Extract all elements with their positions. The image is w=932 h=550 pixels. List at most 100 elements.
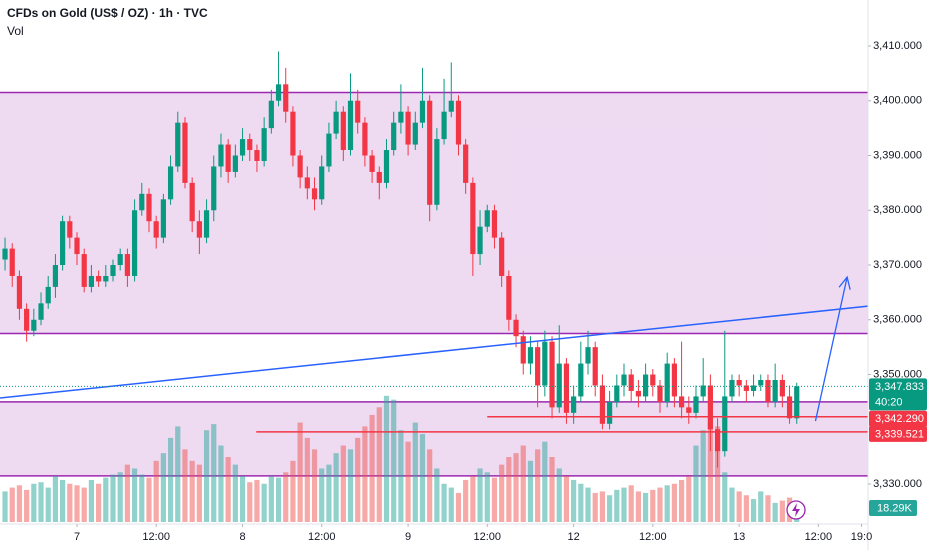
candle-body	[714, 429, 721, 452]
candle-body	[750, 385, 757, 391]
candle-body	[686, 407, 692, 413]
volume-bar	[196, 464, 202, 522]
zone	[0, 92, 868, 334]
candle-body	[412, 122, 418, 145]
countdown: 40:20	[875, 396, 903, 408]
volume-bar	[736, 491, 742, 522]
x-tick-label: 12:00	[805, 531, 833, 543]
volume-bar	[103, 477, 109, 522]
candle-body	[441, 111, 447, 140]
candle-body	[643, 374, 649, 397]
volume-bar	[585, 487, 591, 522]
candle-body	[427, 100, 433, 205]
volume-bar	[434, 468, 440, 522]
volume-bar	[203, 430, 210, 522]
candle-body	[232, 155, 238, 172]
candle-body	[556, 363, 562, 408]
arrow-head	[838, 275, 851, 290]
volume-bar	[714, 426, 721, 522]
volume-bar	[527, 460, 534, 522]
volume-bar	[571, 479, 577, 522]
candle-body	[571, 396, 577, 413]
volume-bar	[167, 437, 174, 522]
volume-bar	[218, 445, 224, 522]
x-tick-label: 12:00	[639, 531, 667, 543]
volume-bar	[772, 502, 778, 522]
candle-body	[779, 379, 785, 397]
volume-bar	[448, 487, 454, 522]
volume-bar	[60, 479, 66, 522]
volume-bar	[549, 457, 555, 522]
candle-body	[189, 182, 195, 222]
volume-bar	[693, 445, 699, 522]
candle-body	[283, 84, 289, 112]
volume-bar	[362, 426, 368, 522]
candle-body	[218, 144, 224, 167]
volume-bar	[750, 499, 757, 522]
candle-body	[297, 155, 303, 178]
volume-bar	[779, 500, 785, 522]
candle-body	[513, 319, 519, 337]
level-label: 3,342.290	[875, 413, 924, 425]
volume-bar	[765, 495, 771, 522]
volume-bar	[189, 460, 195, 522]
candle-body	[67, 221, 73, 238]
volume-bar	[247, 482, 253, 522]
candle-body	[45, 286, 51, 304]
candle-body	[520, 336, 526, 364]
volume-bar	[664, 485, 670, 522]
candle-body	[225, 144, 231, 172]
candle-body	[110, 265, 116, 276]
candle-body	[419, 100, 426, 123]
volume-bar	[304, 437, 310, 522]
candle-body	[635, 390, 642, 397]
y-tick-label: 3,380.000	[873, 204, 922, 216]
volume-bar	[563, 476, 570, 522]
candle-body	[167, 166, 174, 200]
candle-body	[765, 379, 771, 402]
candle-body	[203, 210, 210, 238]
volume-bar	[700, 430, 706, 522]
candle-body	[362, 122, 368, 156]
candle-body	[52, 265, 59, 287]
candle-body	[614, 385, 620, 402]
level-label-bg	[869, 410, 927, 427]
candle-body	[657, 385, 663, 402]
volume-bar	[491, 477, 498, 522]
candle-body	[268, 100, 274, 129]
volume-bar	[376, 407, 382, 522]
candle-body	[24, 308, 30, 331]
candle-body	[391, 122, 397, 151]
volume-bar	[52, 476, 59, 522]
volume-bar	[175, 426, 181, 522]
volume-bar	[311, 449, 318, 522]
volume-tag-bg	[869, 500, 917, 517]
candle-body	[383, 150, 390, 183]
volume-bar	[441, 483, 447, 522]
volume-bar	[383, 395, 390, 522]
volume-bar	[391, 399, 397, 522]
volume-bar	[24, 489, 30, 522]
volume-bar	[16, 485, 23, 522]
candle-body	[506, 275, 512, 320]
candle-body	[693, 396, 699, 413]
y-tick-label: 3,360.000	[873, 314, 922, 326]
volume-bar	[254, 479, 260, 522]
candle-body	[261, 128, 267, 161]
candle-body	[549, 341, 555, 408]
volume-bar	[513, 453, 519, 522]
x-tick-label: 12:00	[473, 531, 501, 543]
volume-bar	[31, 483, 37, 522]
x-tick-label: 9	[405, 531, 411, 543]
candle-body	[355, 100, 361, 123]
candle-body	[196, 221, 202, 238]
volume-bar	[722, 472, 728, 522]
volume-bar	[535, 449, 541, 522]
candle-body	[585, 347, 591, 364]
candle-body	[650, 374, 656, 386]
candle-body	[664, 363, 670, 402]
volume-bar	[96, 483, 102, 522]
volume-bar	[729, 487, 735, 522]
x-tick-label: 19:0	[851, 531, 872, 543]
